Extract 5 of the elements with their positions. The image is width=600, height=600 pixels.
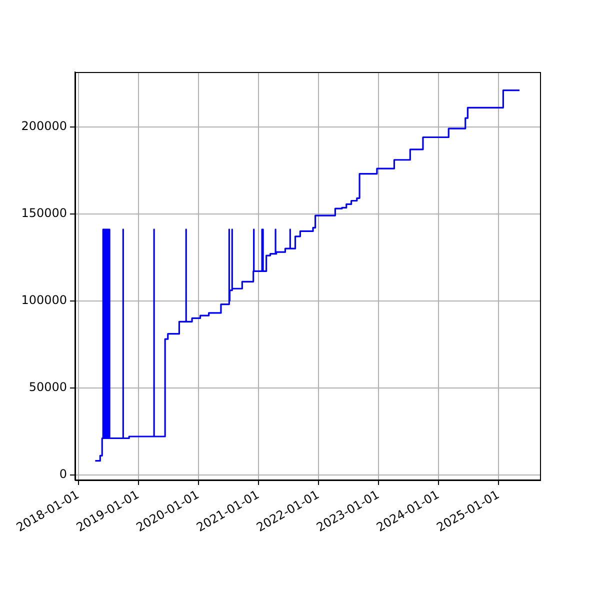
y-tick-label: 150000	[21, 206, 67, 220]
y-tick-label: 100000	[21, 292, 67, 307]
y-tick-label: 0	[59, 466, 67, 481]
y-tick-label: 50000	[28, 380, 67, 394]
y-tick-label: 200000	[21, 118, 67, 133]
